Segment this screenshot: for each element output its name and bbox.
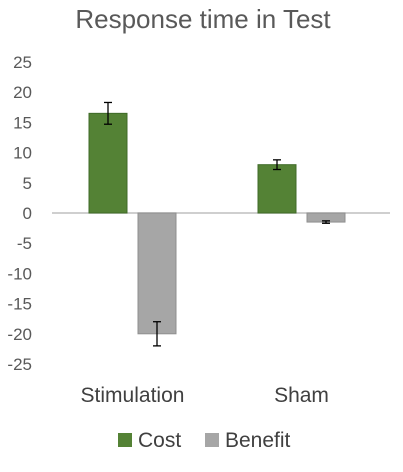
x-category-label: Sham xyxy=(274,384,329,407)
y-axis: 25 20 15 10 5 0 -5 -10 -15 -20 -25 xyxy=(7,53,32,374)
y-tick-label: -5 xyxy=(17,234,32,253)
legend-label-benefit: Benefit xyxy=(225,429,291,452)
legend: Cost Benefit xyxy=(118,429,291,452)
y-tick-label: 25 xyxy=(13,53,32,72)
legend-label-cost: Cost xyxy=(138,429,181,452)
y-tick-label: 20 xyxy=(13,83,32,102)
bars xyxy=(88,112,346,335)
y-tick-label: 0 xyxy=(23,204,32,223)
y-tick-label: -25 xyxy=(7,355,32,374)
chart-title: Response time in Test xyxy=(75,4,331,34)
y-tick-label: -10 xyxy=(7,264,32,283)
error-bars xyxy=(104,101,330,347)
y-tick-label: 10 xyxy=(13,144,32,163)
bar-benefit-stimulation xyxy=(137,212,177,335)
y-tick-label: 5 xyxy=(23,174,32,193)
bar-cost-stimulation xyxy=(88,112,128,214)
legend-swatch-benefit xyxy=(205,433,219,447)
bar-cost-sham xyxy=(257,164,297,214)
y-tick-label: 15 xyxy=(13,113,32,132)
x-category-label: Stimulation xyxy=(81,384,185,407)
legend-swatch-cost xyxy=(118,433,132,447)
y-tick-label: -15 xyxy=(7,295,32,314)
x-axis-category-labels: Stimulation Sham xyxy=(81,384,329,407)
y-tick-label: -20 xyxy=(7,325,32,344)
